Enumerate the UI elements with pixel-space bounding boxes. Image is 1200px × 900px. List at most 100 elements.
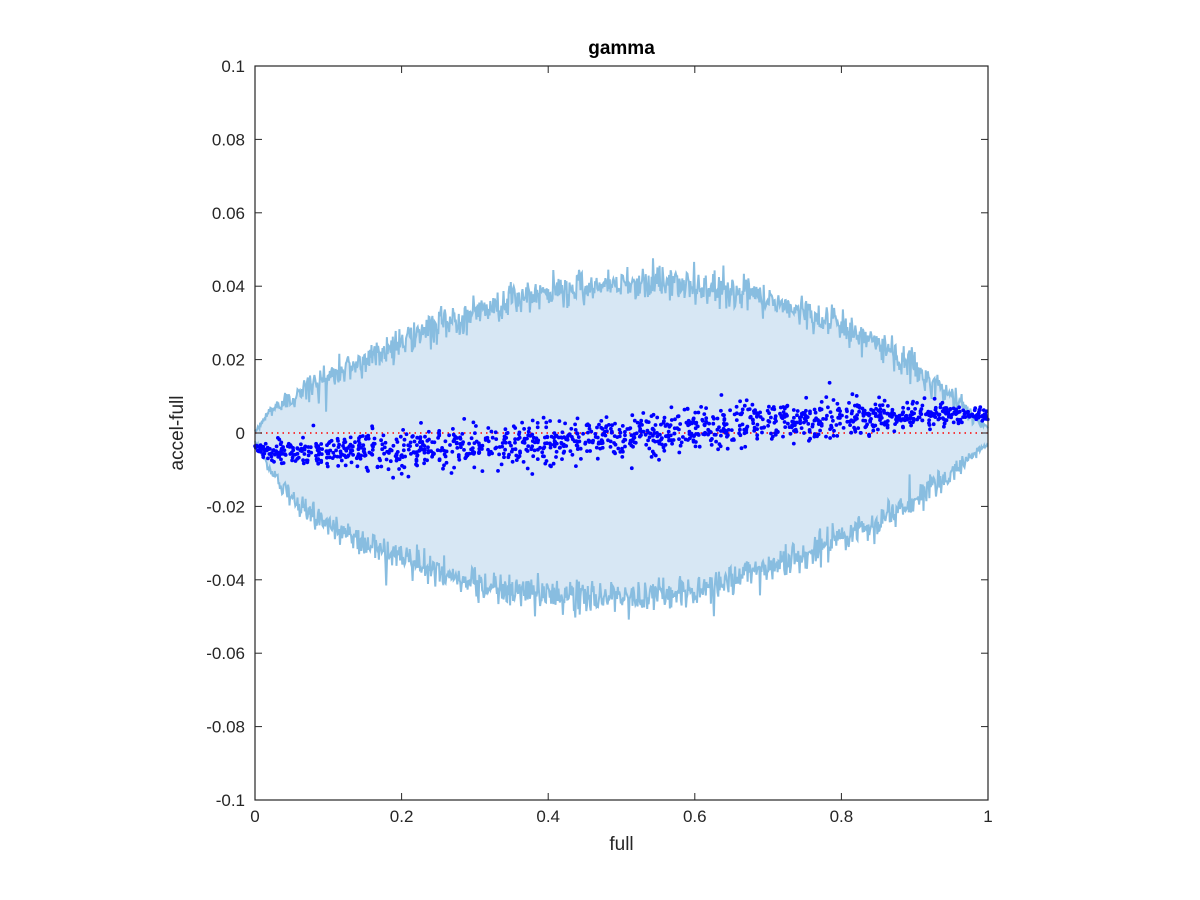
data-point <box>726 428 731 432</box>
data-point <box>630 413 635 418</box>
data-point <box>612 441 616 445</box>
data-point <box>818 428 822 433</box>
data-point <box>915 417 920 422</box>
data-point <box>470 446 475 450</box>
data-point <box>951 420 956 425</box>
data-point <box>798 421 803 426</box>
data-point <box>722 423 727 427</box>
data-point <box>398 434 403 439</box>
data-point <box>936 413 941 417</box>
data-point <box>639 433 643 437</box>
data-point <box>328 440 332 444</box>
data-point <box>952 410 957 415</box>
data-point <box>448 443 452 447</box>
data-point <box>342 446 347 451</box>
data-point <box>316 461 321 466</box>
data-point <box>503 447 507 452</box>
data-point <box>791 441 796 446</box>
data-point <box>395 440 400 444</box>
data-point <box>957 405 961 410</box>
data-point <box>933 407 938 412</box>
data-point <box>922 396 927 401</box>
data-point <box>526 429 531 434</box>
data-point <box>509 449 514 454</box>
x-axis-title: full <box>609 834 633 855</box>
data-point <box>273 452 277 457</box>
data-point <box>594 445 599 450</box>
data-point <box>871 428 876 433</box>
data-point <box>901 424 905 429</box>
data-point <box>828 436 832 440</box>
data-point <box>908 420 912 425</box>
data-point <box>279 457 283 462</box>
data-point <box>303 444 308 449</box>
data-point <box>905 400 910 405</box>
data-point <box>879 421 884 426</box>
data-point <box>444 460 449 465</box>
data-point <box>384 457 389 462</box>
data-point <box>450 449 455 454</box>
data-point <box>669 418 674 422</box>
data-point <box>649 455 654 459</box>
data-point <box>647 435 652 440</box>
data-point <box>301 435 305 440</box>
data-point <box>513 447 518 452</box>
data-point <box>505 431 510 435</box>
data-point <box>563 421 567 426</box>
data-point <box>399 471 404 476</box>
data-point <box>804 395 809 400</box>
data-point <box>686 438 690 442</box>
data-point <box>890 407 895 412</box>
data-point <box>739 412 744 417</box>
data-point <box>535 457 540 461</box>
data-point <box>838 421 842 426</box>
data-point <box>265 445 270 450</box>
data-point <box>361 443 366 448</box>
data-point <box>552 444 557 449</box>
data-point <box>489 449 493 454</box>
data-point <box>729 428 734 432</box>
data-point <box>623 444 627 449</box>
data-point <box>541 454 545 459</box>
data-point <box>618 430 623 435</box>
data-point <box>631 444 635 449</box>
data-point <box>370 452 375 457</box>
y-tick-label: 0.04 <box>212 277 245 296</box>
data-point <box>867 433 871 437</box>
data-point <box>472 465 477 470</box>
data-point <box>799 426 804 430</box>
data-point <box>857 409 861 414</box>
data-point <box>702 422 707 427</box>
y-tick-label: 0.06 <box>212 204 245 223</box>
data-point <box>533 440 537 445</box>
data-point <box>719 408 723 413</box>
data-point <box>442 463 446 468</box>
x-tick-label: 0.8 <box>830 807 854 826</box>
data-point <box>379 438 383 443</box>
data-point <box>980 413 985 418</box>
data-point <box>357 441 362 446</box>
data-point <box>457 457 462 462</box>
data-point <box>628 426 633 430</box>
data-point <box>474 439 479 444</box>
data-point <box>464 452 469 457</box>
data-point <box>530 444 535 449</box>
data-point <box>810 424 815 429</box>
data-point <box>852 425 856 430</box>
data-point <box>913 407 917 411</box>
data-point <box>535 425 540 430</box>
data-point <box>932 396 937 401</box>
data-point <box>418 445 423 450</box>
data-point <box>669 405 674 410</box>
data-point <box>585 449 589 453</box>
data-point <box>927 418 932 422</box>
data-point <box>469 436 474 441</box>
data-point <box>402 443 406 447</box>
data-point <box>844 407 849 412</box>
data-point <box>290 458 294 463</box>
data-point <box>511 424 516 429</box>
data-point <box>620 446 624 451</box>
data-point <box>497 452 501 457</box>
data-point <box>675 414 680 419</box>
data-point <box>881 408 886 413</box>
